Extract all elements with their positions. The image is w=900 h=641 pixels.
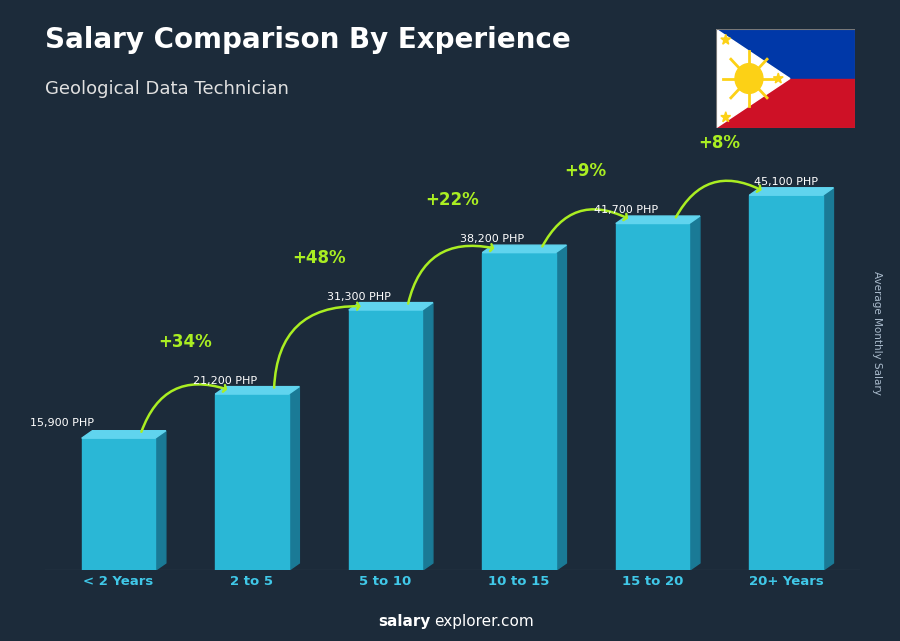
Polygon shape: [823, 188, 833, 570]
Text: 38,200 PHP: 38,200 PHP: [460, 235, 525, 244]
Polygon shape: [155, 431, 166, 570]
Polygon shape: [482, 245, 566, 253]
Polygon shape: [422, 303, 433, 570]
Text: 31,300 PHP: 31,300 PHP: [327, 292, 391, 302]
Text: +9%: +9%: [564, 162, 607, 180]
Polygon shape: [716, 78, 855, 128]
Text: +34%: +34%: [158, 333, 212, 351]
Polygon shape: [82, 438, 155, 570]
Polygon shape: [716, 29, 790, 128]
Polygon shape: [215, 387, 300, 394]
Polygon shape: [349, 310, 422, 570]
Polygon shape: [750, 188, 833, 196]
Polygon shape: [721, 112, 731, 122]
Polygon shape: [349, 303, 433, 310]
Text: 45,100 PHP: 45,100 PHP: [754, 177, 818, 187]
Polygon shape: [689, 216, 700, 570]
Text: +22%: +22%: [426, 192, 479, 210]
Polygon shape: [82, 431, 166, 438]
Polygon shape: [555, 245, 566, 570]
Polygon shape: [482, 253, 555, 570]
Text: Geological Data Technician: Geological Data Technician: [45, 80, 289, 98]
Polygon shape: [289, 387, 300, 570]
Polygon shape: [721, 35, 731, 44]
Polygon shape: [616, 216, 700, 224]
Polygon shape: [215, 394, 289, 570]
Text: salary: salary: [378, 615, 430, 629]
Polygon shape: [773, 73, 783, 83]
Text: explorer.com: explorer.com: [434, 615, 534, 629]
Text: 41,700 PHP: 41,700 PHP: [594, 205, 658, 215]
Text: +48%: +48%: [292, 249, 346, 267]
Text: Average Monthly Salary: Average Monthly Salary: [872, 271, 883, 395]
Text: 15,900 PHP: 15,900 PHP: [31, 418, 94, 428]
Text: Salary Comparison By Experience: Salary Comparison By Experience: [45, 26, 571, 54]
Polygon shape: [616, 224, 689, 570]
Text: 21,200 PHP: 21,200 PHP: [194, 376, 257, 386]
Polygon shape: [716, 29, 855, 78]
Circle shape: [735, 63, 763, 94]
Text: +8%: +8%: [698, 134, 741, 152]
Polygon shape: [750, 196, 823, 570]
